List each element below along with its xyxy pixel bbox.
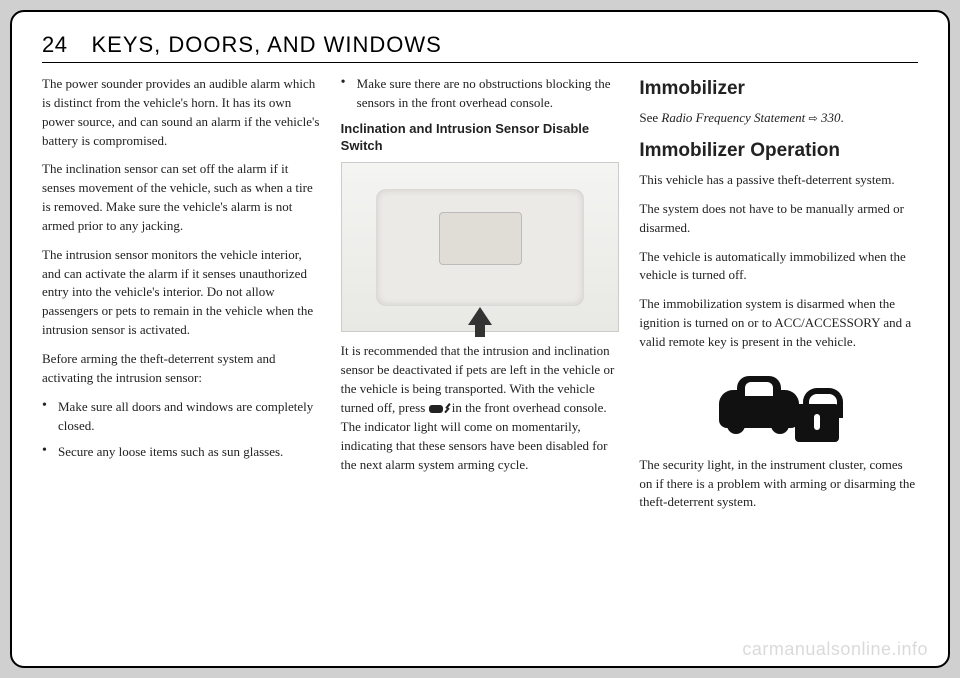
body-text: Before arming the theft-deterrent system… [42, 350, 321, 388]
lock-shape [795, 404, 839, 442]
wheel-shape [771, 416, 789, 434]
page-ref-icon: ⇨ [809, 113, 818, 125]
bullet-item: • Secure any loose items such as sun gla… [42, 443, 321, 462]
overhead-console-image [341, 162, 620, 332]
page-number: 24 [42, 32, 67, 58]
heading-operation: Immobilizer Operation [639, 137, 918, 165]
bullet-text: Make sure all doors and windows are comp… [58, 398, 321, 436]
bullet-item: • Make sure all doors and windows are co… [42, 398, 321, 436]
reference-title: Radio Frequency Statement [661, 110, 805, 125]
sensor-disable-icon [429, 403, 449, 415]
body-text: The intrusion sensor monitors the vehicl… [42, 246, 321, 340]
wheel-shape [727, 416, 745, 434]
bullet-dot: • [42, 398, 58, 436]
car-lock-graphic [719, 372, 839, 442]
console-graphic [376, 189, 584, 307]
bullet-dot: • [341, 75, 357, 113]
reference-page: 330 [818, 110, 841, 125]
column-2: • Make sure there are no obstructions bl… [341, 75, 620, 655]
body-text: The inclination sensor can set off the a… [42, 160, 321, 235]
subheading: Inclination and Intrusion Sensor Disable… [341, 121, 620, 155]
period: . [841, 110, 844, 125]
content-columns: The power sounder provides an audible al… [42, 75, 918, 655]
security-light-icon [639, 372, 918, 442]
column-3: Immobilizer See Radio Frequency Statemen… [639, 75, 918, 655]
bullet-dot: • [42, 443, 58, 462]
column-1: The power sounder provides an audible al… [42, 75, 321, 655]
body-text: The security light, in the instrument cl… [639, 456, 918, 513]
body-text: This vehicle has a passive theft-deterre… [639, 171, 918, 190]
bullet-text: Make sure there are no obstructions bloc… [357, 75, 620, 113]
heading-immobilizer: Immobilizer [639, 75, 918, 103]
reference-line: See Radio Frequency Statement ⇨ 330. [639, 109, 918, 128]
arrow-up-icon [468, 307, 492, 325]
watermark-text: carmanualsonline.info [742, 639, 928, 660]
body-text: The vehicle is automatically immobilized… [639, 248, 918, 286]
body-text: It is recommended that the intrusion and… [341, 342, 620, 474]
manual-page: 24 KEYS, DOORS, AND WINDOWS The power so… [10, 10, 950, 668]
see-label: See [639, 110, 661, 125]
bullet-text: Secure any loose items such as sun glass… [58, 443, 321, 462]
bullet-item: • Make sure there are no obstructions bl… [341, 75, 620, 113]
section-title: KEYS, DOORS, AND WINDOWS [91, 32, 441, 58]
body-text: The system does not have to be manually … [639, 200, 918, 238]
body-text: The immobilization system is disarmed wh… [639, 295, 918, 352]
page-header: 24 KEYS, DOORS, AND WINDOWS [42, 32, 918, 63]
car-body-shape [719, 390, 799, 428]
body-text: The power sounder provides an audible al… [42, 75, 321, 150]
